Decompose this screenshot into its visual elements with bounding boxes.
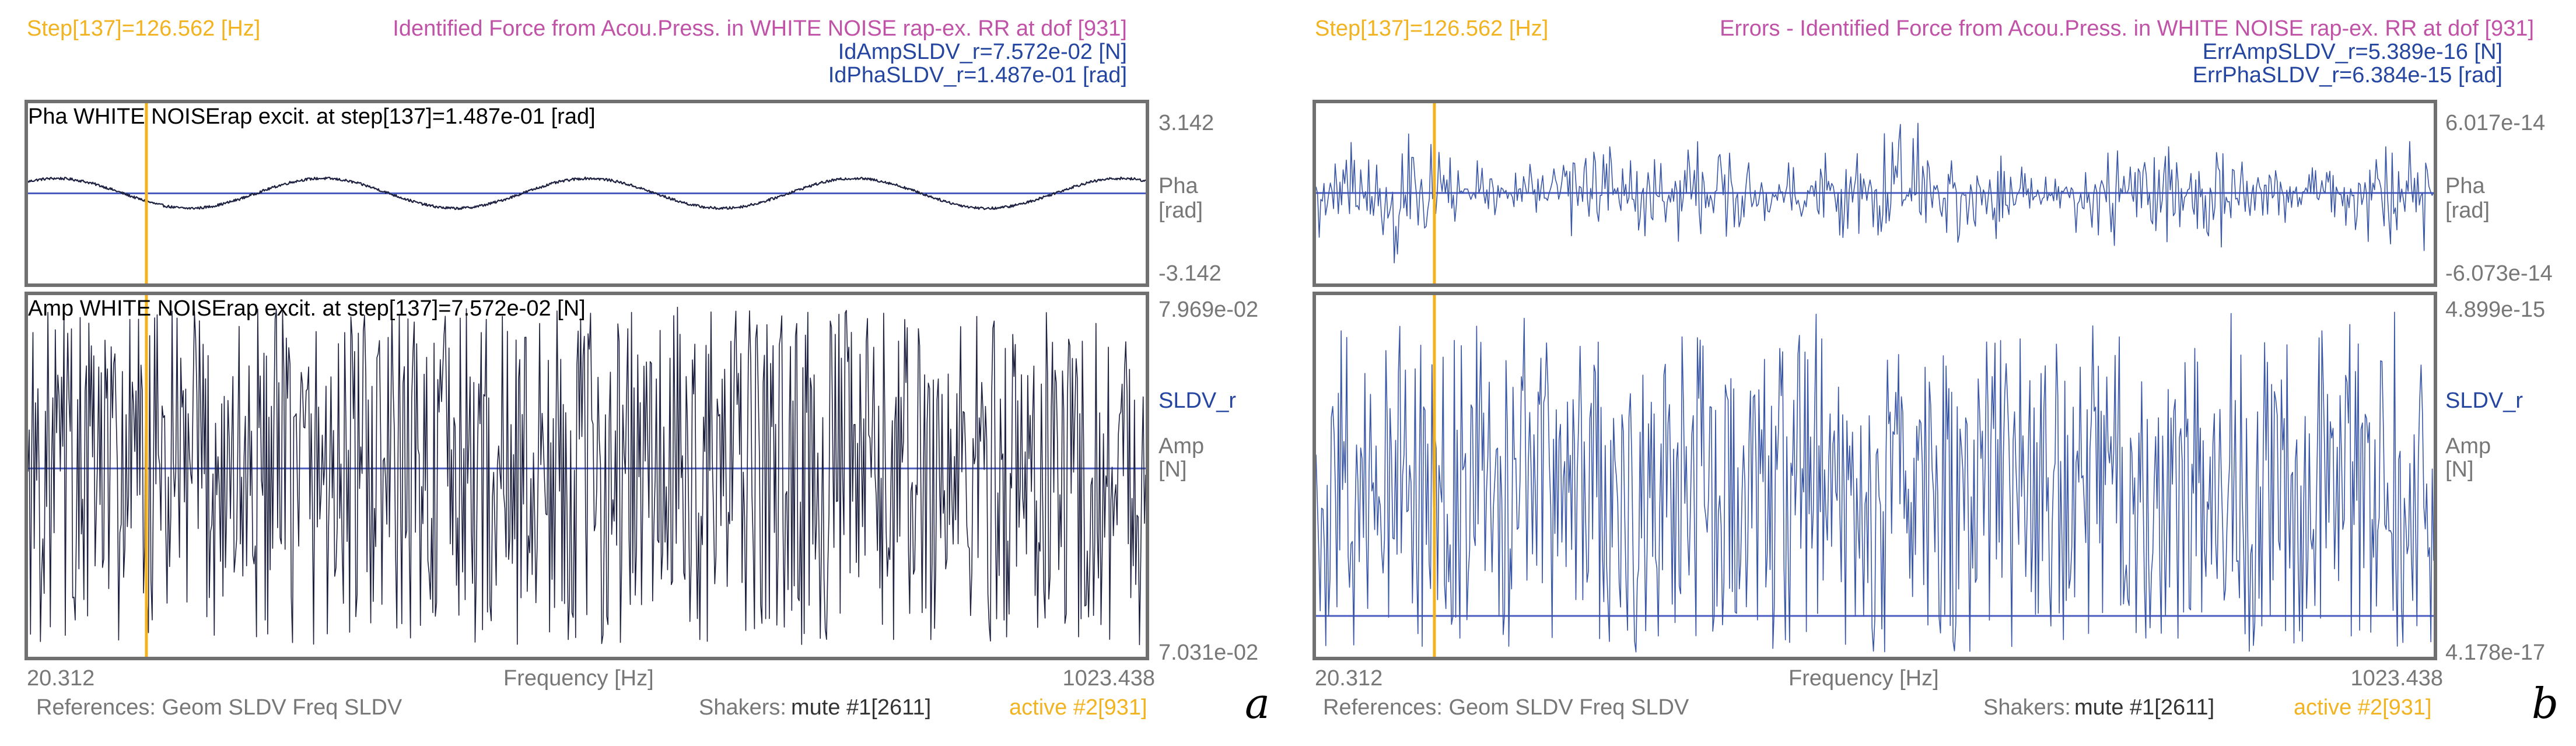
series-line-phase — [1316, 122, 2434, 264]
series-line-amplitude — [1316, 311, 2434, 653]
amp-ymax: 7.969e-02 — [1158, 297, 1259, 322]
amp-yunit: [N] — [1158, 457, 1187, 482]
phase-plot-label: Pha WHITE NOISErap excit. at step[137]=1… — [28, 104, 596, 129]
step-label: Step[137]=126.562 [Hz] — [1315, 16, 1549, 41]
phase-yunit: [rad] — [2445, 198, 2490, 223]
phase-yunit: [rad] — [1158, 198, 1203, 223]
info-pha: ErrPhaSLDV_r=6.384e-15 [rad] — [2192, 63, 2502, 87]
shaker-mute[interactable]: mute #1[2611] — [791, 695, 932, 720]
amp-ymin: 7.031e-02 — [1158, 640, 1259, 665]
x-tick-min: 20.312 — [27, 666, 95, 691]
amp-ylabel: Amp — [1158, 434, 1205, 458]
shakers-label: Shakers: — [1983, 695, 2071, 720]
phase-plot-svg — [28, 103, 1146, 283]
chart-title: Identified Force from Acou.Press. in WHI… — [393, 16, 1127, 41]
amplitude-plot-svg — [1316, 295, 2434, 657]
amp-ymin: 4.178e-17 — [2445, 640, 2546, 665]
phase-ylabel: Pha — [1158, 174, 1198, 198]
amp-ylabel: Amp — [2445, 434, 2491, 458]
info-pha: IdPhaSLDV_r=1.487e-01 [rad] — [828, 63, 1127, 87]
amp-yunit: [N] — [2445, 457, 2474, 482]
shaker-active[interactable]: active #2[931] — [2294, 695, 2432, 720]
panel-b: Step[137]=126.562 [Hz] Errors - Identifi… — [1288, 0, 2576, 746]
amp-ymax: 4.899e-15 — [2445, 297, 2546, 322]
shakers-label: Shakers: — [699, 695, 786, 720]
amplitude-plot-label: Amp WHITE NOISErap excit. at step[137]=7… — [28, 296, 586, 321]
series-line-phase — [28, 176, 1146, 211]
phase-ymax: 6.017e-14 — [2445, 111, 2546, 135]
chart-title: Errors - Identified Force from Acou.Pres… — [1720, 16, 2534, 41]
x-axis-label: Frequency [Hz] — [503, 666, 654, 691]
amplitude-plot-svg — [28, 295, 1146, 657]
series-legend: SLDV_r — [2445, 388, 2524, 413]
panel-a: Step[137]=126.562 [Hz] Identified Force … — [24, 16, 1270, 728]
panel-letter: b — [2532, 679, 2559, 728]
info-amp: IdAmpSLDV_r=7.572e-02 [N] — [838, 40, 1127, 64]
references-label: References: Geom SLDV Freq SLDV — [1323, 695, 1689, 720]
phase-ylabel: Pha — [2445, 174, 2485, 198]
phase-plot-svg — [1316, 103, 2434, 283]
series-line-amplitude — [28, 306, 1146, 646]
panel-letter: a — [1245, 679, 1270, 728]
x-tick-max: 1023.438 — [1062, 666, 1156, 691]
phase-ymax: 3.142 — [1158, 111, 1214, 135]
amplitude-plot[interactable] — [1312, 292, 2437, 660]
phase-ymin: -3.142 — [1158, 261, 1222, 286]
shaker-mute[interactable]: mute #1[2611] — [2074, 695, 2215, 720]
phase-plot[interactable]: Pha WHITE NOISErap excit. at step[137]=1… — [24, 100, 1149, 287]
references-label: References: Geom SLDV Freq SLDV — [36, 695, 402, 720]
shaker-active[interactable]: active #2[931] — [1009, 695, 1147, 720]
x-tick-min: 20.312 — [1315, 666, 1383, 691]
x-tick-max: 1023.438 — [2350, 666, 2444, 691]
series-legend: SLDV_r — [1158, 388, 1237, 413]
amplitude-plot[interactable]: Amp WHITE NOISErap excit. at step[137]=7… — [24, 292, 1149, 660]
info-amp: ErrAmpSLDV_r=5.389e-16 [N] — [2202, 40, 2502, 64]
x-axis-label: Frequency [Hz] — [1788, 666, 1939, 691]
step-label: Step[137]=126.562 [Hz] — [27, 16, 261, 41]
phase-ymin: -6.073e-14 — [2445, 261, 2553, 286]
phase-plot[interactable] — [1312, 100, 2437, 287]
